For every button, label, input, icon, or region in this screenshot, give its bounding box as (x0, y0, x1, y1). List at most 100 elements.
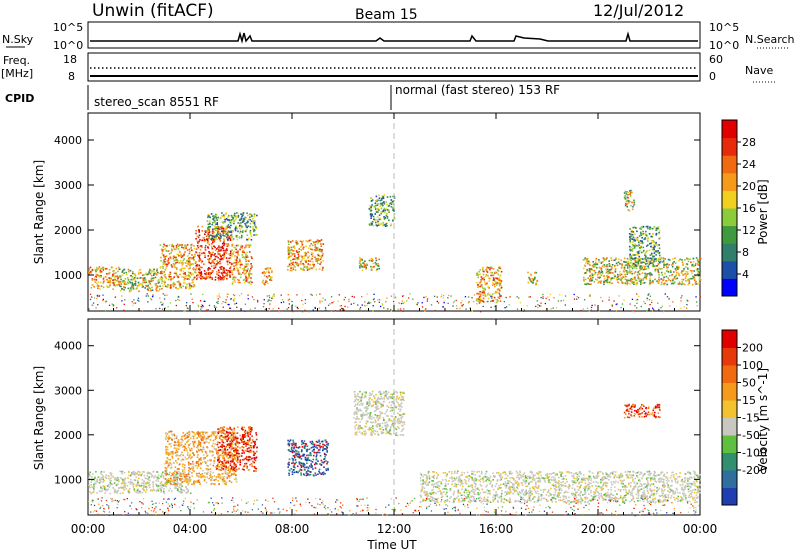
echo-cell (484, 279, 486, 281)
echo-cell (246, 227, 248, 229)
echo-cell (164, 261, 166, 263)
echo-cell (160, 273, 162, 275)
echo-cell (482, 267, 484, 269)
echo-cell (210, 256, 212, 258)
echo-cell (658, 274, 660, 276)
echo-cell (688, 261, 690, 263)
echo-cell (254, 214, 256, 216)
echo-cell (182, 244, 184, 246)
echo-cell (140, 283, 142, 285)
echo-cell (597, 274, 599, 276)
echo-cell (243, 452, 245, 454)
echo-cell (480, 300, 482, 302)
echo-cell (187, 249, 189, 251)
echo-cell (210, 263, 212, 265)
echo-cell (317, 258, 319, 260)
echo-noise-cell (385, 301, 386, 302)
echo-cell (621, 274, 623, 276)
echo-cell (202, 451, 204, 453)
echo-cell (92, 473, 94, 475)
echo-cell (223, 235, 225, 237)
echo-cell (153, 269, 155, 271)
echo-cell (206, 275, 208, 277)
echo-cell (211, 445, 213, 447)
echo-noise-cell (102, 300, 103, 301)
echo-cell (183, 260, 185, 262)
echo-cell (488, 267, 490, 269)
echo-cell (362, 270, 364, 272)
echo-cell (487, 293, 489, 295)
echo-cell (481, 276, 483, 278)
echo-noise-cell (638, 296, 639, 297)
echo-noise-cell (202, 294, 203, 295)
echo-cell (305, 246, 307, 248)
echo-noise-cell (583, 308, 584, 309)
echo-cell (604, 278, 606, 280)
echo-noise-cell (360, 307, 361, 308)
echo-cell (172, 278, 174, 280)
echo-noise-cell (621, 307, 622, 308)
echo-cell (625, 276, 627, 278)
echo-cell (200, 463, 202, 465)
echo-cell (655, 254, 657, 256)
echo-cell (100, 487, 102, 489)
echo-cell (380, 205, 382, 207)
echo-cell (125, 272, 127, 274)
echo-cell (197, 445, 199, 447)
echo-cell (678, 274, 680, 276)
echo-cell (103, 269, 105, 271)
echo-cell (199, 481, 201, 483)
echo-cell (634, 246, 636, 248)
echo-cell (636, 258, 638, 260)
echo-cell (534, 272, 536, 274)
echo-cell (497, 269, 499, 271)
echo-cell (165, 449, 167, 451)
echo-cell (634, 240, 636, 242)
echo-cell (373, 216, 375, 218)
echo-cell (182, 466, 184, 468)
echo-noise-cell (264, 299, 265, 300)
echo-cell (652, 257, 654, 259)
echo-noise-cell (537, 307, 538, 308)
echo-cell (659, 237, 661, 239)
echo-cell (631, 232, 633, 234)
echo-cell (647, 259, 649, 261)
echo-cell (163, 271, 165, 273)
echo-cell (120, 487, 122, 489)
echo-noise-cell (406, 300, 407, 301)
echo-noise-cell (216, 302, 217, 303)
echo-cell (138, 291, 140, 293)
echo-cell (193, 245, 195, 247)
echo-cell (220, 254, 222, 256)
power-ylabel: Slant Range [km] (32, 160, 46, 264)
echo-cell (219, 228, 221, 230)
echo-cell (156, 477, 158, 479)
echo-cell (615, 271, 617, 273)
echo-cell (676, 267, 678, 269)
echo-noise-cell (382, 304, 383, 305)
echo-cell (224, 481, 226, 483)
echo-cell (495, 277, 497, 279)
echo-noise-cell (587, 308, 588, 309)
echo-cell (674, 258, 676, 260)
echo-cell (265, 268, 267, 270)
echo-cell (184, 251, 186, 253)
echo-noise-cell (166, 295, 167, 296)
echo-cell (644, 277, 646, 279)
echo-cell (268, 271, 270, 273)
echo-cell (252, 222, 254, 224)
echo-cell (190, 247, 192, 249)
echo-noise-cell (403, 308, 404, 309)
echo-cell (204, 273, 206, 275)
echo-cell (250, 431, 252, 433)
echo-cell (376, 219, 378, 221)
echo-cell (188, 276, 190, 278)
echo-cell (145, 477, 147, 479)
echo-cell (198, 231, 200, 233)
echo-cell (295, 269, 297, 271)
echo-cell (389, 205, 391, 207)
echo-noise-cell (553, 308, 554, 309)
echo-cell (359, 257, 361, 259)
echo-noise-cell (272, 298, 273, 299)
echo-noise-cell (491, 298, 492, 299)
